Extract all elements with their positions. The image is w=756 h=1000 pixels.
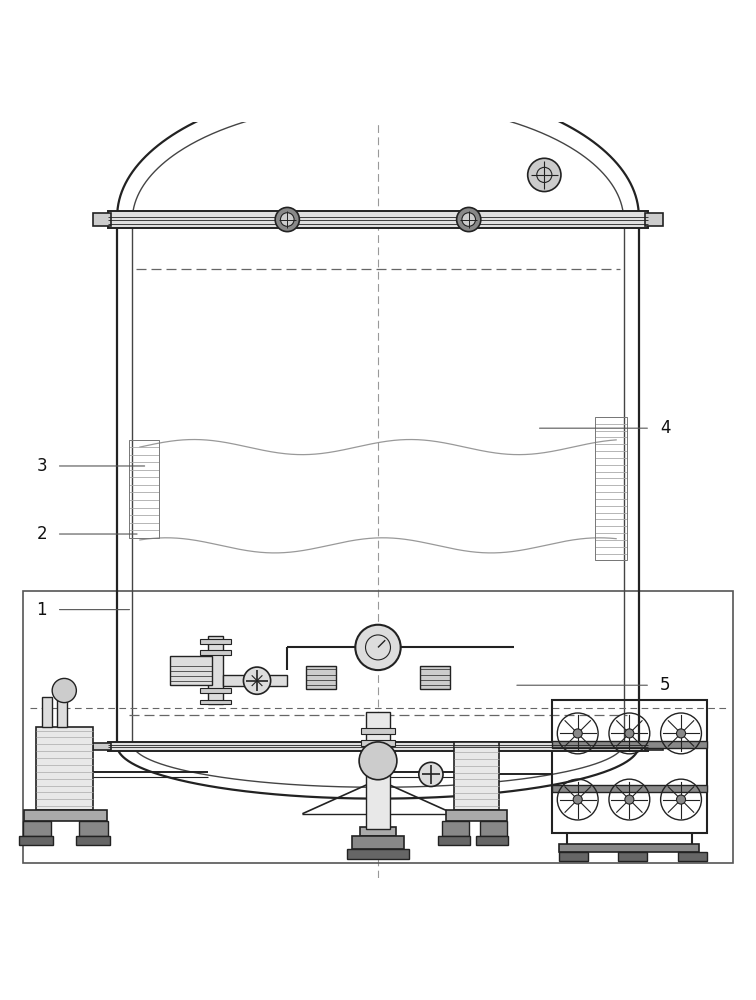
Bar xyxy=(552,700,707,833)
Bar xyxy=(360,827,396,836)
Bar xyxy=(454,742,499,810)
Bar xyxy=(361,728,395,734)
Bar xyxy=(446,810,507,821)
Bar xyxy=(361,740,395,746)
Bar xyxy=(420,666,450,689)
Bar xyxy=(347,849,409,859)
Circle shape xyxy=(677,729,686,738)
Bar xyxy=(559,844,699,852)
Bar xyxy=(23,821,51,836)
Bar xyxy=(19,836,53,845)
Bar xyxy=(200,650,231,655)
Circle shape xyxy=(462,213,476,226)
Bar xyxy=(552,785,707,792)
Bar xyxy=(108,742,648,751)
Circle shape xyxy=(573,795,582,804)
Bar xyxy=(438,836,470,845)
Bar xyxy=(366,712,390,829)
Text: 4: 4 xyxy=(660,419,671,437)
Circle shape xyxy=(677,795,686,804)
Bar xyxy=(223,675,287,686)
Bar xyxy=(595,417,627,560)
Bar xyxy=(42,697,52,727)
Circle shape xyxy=(528,158,561,192)
Bar xyxy=(357,73,399,92)
Circle shape xyxy=(419,762,443,787)
Bar xyxy=(200,639,231,644)
Bar xyxy=(208,636,223,704)
Bar xyxy=(361,751,395,757)
Circle shape xyxy=(243,667,271,694)
Circle shape xyxy=(359,742,397,780)
Circle shape xyxy=(457,207,481,232)
Text: 3: 3 xyxy=(36,457,47,475)
Bar xyxy=(36,727,93,810)
Bar xyxy=(200,700,231,704)
Circle shape xyxy=(573,729,582,738)
Bar xyxy=(108,211,648,228)
Bar xyxy=(170,656,212,685)
Circle shape xyxy=(52,678,76,703)
Circle shape xyxy=(280,213,294,226)
Bar xyxy=(93,743,111,750)
Bar xyxy=(552,741,707,748)
Bar xyxy=(442,821,469,836)
Bar xyxy=(480,821,507,836)
Circle shape xyxy=(275,207,299,232)
Bar xyxy=(352,836,404,849)
Bar xyxy=(306,666,336,689)
Bar xyxy=(200,688,231,693)
Bar xyxy=(559,852,588,861)
Bar xyxy=(678,852,707,861)
Bar xyxy=(363,59,393,73)
Bar xyxy=(93,213,111,226)
Bar xyxy=(76,836,110,845)
Bar xyxy=(476,836,508,845)
Circle shape xyxy=(624,795,634,804)
Bar xyxy=(645,743,663,750)
Bar xyxy=(57,697,67,727)
Bar xyxy=(129,440,159,538)
Circle shape xyxy=(355,625,401,670)
Bar xyxy=(23,591,733,863)
Bar xyxy=(618,852,647,861)
Bar xyxy=(645,213,663,226)
Text: 2: 2 xyxy=(36,525,47,543)
Text: 5: 5 xyxy=(660,676,671,694)
Circle shape xyxy=(624,729,634,738)
Bar xyxy=(361,762,395,768)
Bar xyxy=(24,810,107,821)
Bar xyxy=(79,821,108,836)
Text: 1: 1 xyxy=(36,601,47,619)
